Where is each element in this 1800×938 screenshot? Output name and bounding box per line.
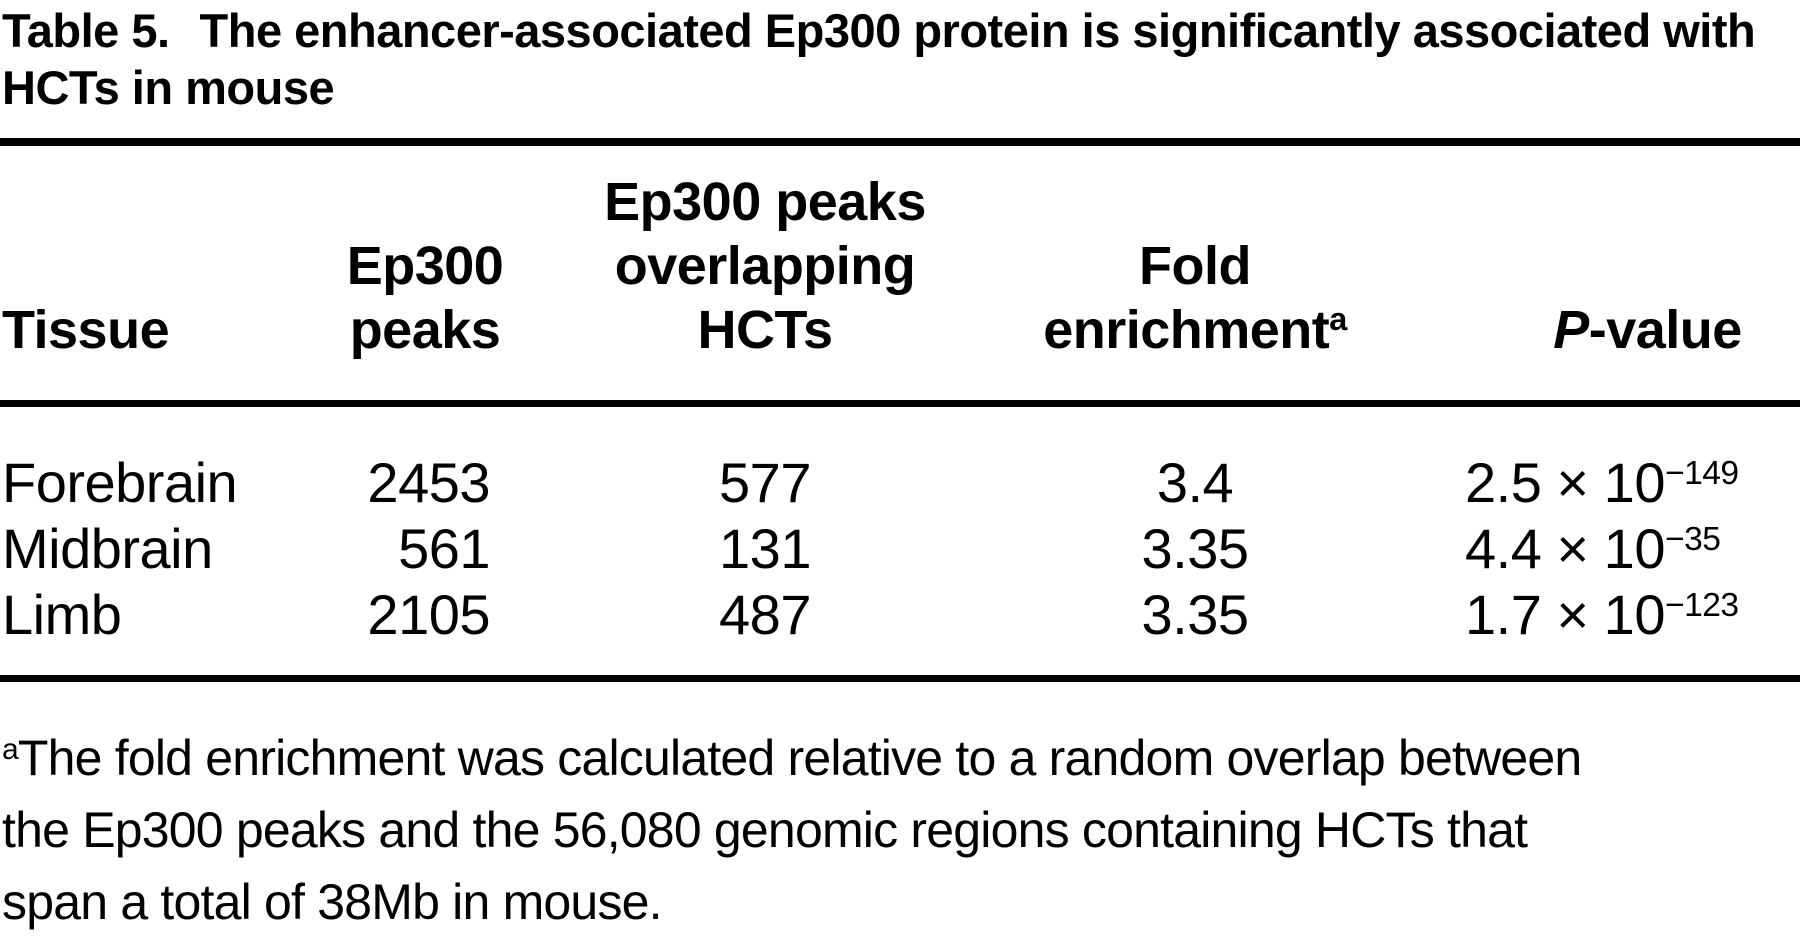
data-table: Tissue Ep300 peaks Ep300 peaks overlappi… [0,146,1800,682]
overlap-cell: 487 [560,582,970,682]
p-value-cell: 2.5 × 10−149 [1465,451,1739,514]
exponent: −149 [1664,454,1739,492]
table-caption: The enhancer-associated Ep300 protein is… [2,4,1756,114]
table-row: Midbrain 561 131 3.35 4.4 × 10−35 [0,516,1800,582]
table-title: Table 5. The enhancer-associated Ep300 pr… [0,0,1782,116]
table-number: Table 5. [2,4,170,57]
tissue-cell: Forebrain [2,451,238,514]
fold-enrichment-cell: 3.4 [1156,451,1234,514]
ep300-peaks-cell: 2453 [367,451,490,514]
footnote-marker: a [1329,301,1347,338]
tissue-cell: Midbrain [2,517,213,580]
table-header: Tissue Ep300 peaks Ep300 peaks overlappi… [0,146,1800,407]
fold-enrichment-cell: 3.35 [970,582,1420,682]
exponent: −35 [1664,520,1721,558]
footnote-line: span a total of 38Mb in mouse. [2,874,663,930]
column-header-p-value: P-value [1420,146,1800,407]
p-value-cell: 1.7 × 10−123 [1420,582,1800,682]
table-row: Forebrain 2453 577 3.4 2.5 × 10−149 [0,404,1800,517]
tissue-cell: Limb [0,582,290,682]
table-body: Forebrain 2453 577 3.4 2.5 × 10−149 Midb… [0,404,1800,682]
footnote-marker: a [2,732,19,766]
overlap-cell: 131 [719,517,811,580]
footnote-line: the Ep300 peaks and the 56,080 genomic r… [2,802,1528,858]
column-header-peaks-overlapping-hcts: Ep300 peaks overlapping HCTs [560,146,970,407]
column-header-ep300-peaks: Ep300 peaks [290,146,560,407]
column-header-tissue: Tissue [0,146,290,407]
footnote-line: aThe fold enrichment was calculated rela… [2,730,1582,786]
top-rule [0,138,1800,146]
fold-enrichment-cell: 3.35 [1141,517,1250,580]
column-header-fold-enrichment: Fold enrichmenta [970,146,1420,407]
ep300-peaks-cell: 2105 [290,582,560,682]
p-value-cell: 4.4 × 10−35 [1465,517,1721,580]
exponent: −123 [1664,586,1739,624]
table-footnote: aThe fold enrichment was calculated rela… [0,722,1800,938]
table-row: Limb 2105 487 3.35 1.7 × 10−123 [0,582,1800,682]
overlap-cell: 577 [719,451,811,514]
ep300-peaks-cell: 561 [398,517,490,580]
